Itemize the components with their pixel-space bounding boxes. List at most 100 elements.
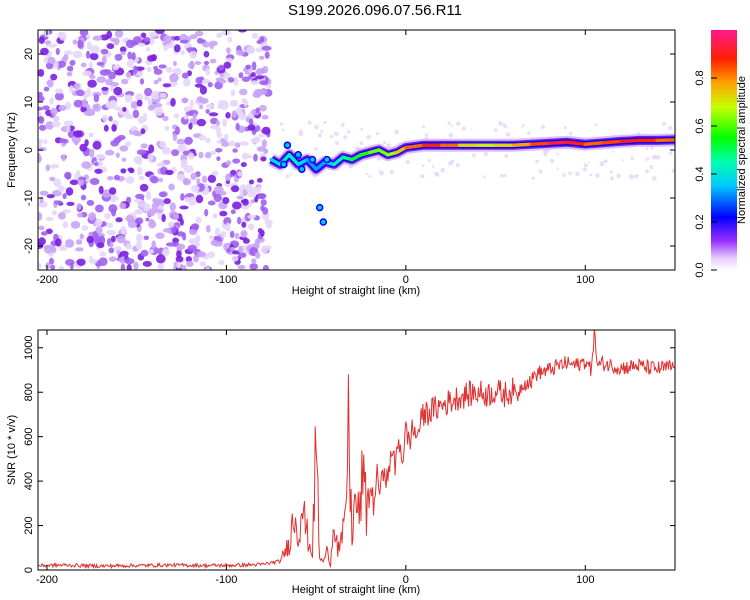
noise-blob [76, 203, 82, 211]
colorbar-tick-label: 0.0 [694, 262, 706, 277]
noise-blob [102, 189, 111, 198]
ridge-segment [565, 140, 588, 146]
noise-blob [157, 77, 162, 82]
faint-dot [405, 159, 410, 165]
noise-blob [234, 142, 241, 149]
faint-dot [470, 128, 473, 131]
noise-blob [132, 130, 141, 136]
noise-blob [125, 242, 132, 250]
faint-dot [595, 173, 600, 178]
noise-blob [125, 72, 132, 78]
faint-dot [394, 129, 399, 135]
noise-blob [172, 213, 179, 220]
spectrogram-x-axis-label: Height of straight line (km) [292, 285, 420, 297]
noise-blob [73, 83, 80, 90]
noise-blob [119, 202, 127, 209]
faint-dot [646, 156, 650, 160]
noise-blob [62, 139, 69, 144]
noise-blob [77, 40, 84, 49]
snr-series-line [38, 330, 675, 570]
noise-blob [196, 118, 207, 127]
noise-blob [107, 176, 114, 181]
noise-blob [172, 132, 178, 142]
noise-blob [148, 248, 154, 254]
noise-blob [57, 212, 66, 220]
faint-dot [503, 173, 507, 178]
noise-blob [256, 68, 264, 76]
noise-blob [140, 249, 149, 257]
noise-blob [217, 103, 224, 109]
noise-blob [238, 245, 243, 254]
noise-blob [191, 223, 200, 230]
noise-blob [65, 187, 74, 196]
noise-blob [45, 262, 51, 269]
noise-blob [113, 86, 123, 96]
noise-blob [44, 40, 52, 45]
noise-blob [158, 64, 167, 69]
ridge-segment [619, 138, 641, 144]
ridge-blob [283, 141, 292, 149]
faint-dot [564, 126, 567, 130]
noise-blob [66, 201, 75, 206]
noise-blob [140, 143, 148, 149]
faint-dot [523, 123, 526, 126]
noise-blob [215, 227, 220, 237]
faint-dot [667, 125, 673, 131]
noise-blob [224, 182, 232, 188]
noise-blob [68, 85, 74, 93]
noise-blob [251, 258, 257, 264]
noise-blob [162, 228, 172, 233]
noise-blob [114, 246, 122, 251]
noise-blob [198, 135, 207, 141]
noise-blob [225, 173, 231, 182]
noise-blob [238, 30, 247, 33]
ridge-segment [601, 139, 623, 145]
noise-blob [136, 99, 143, 107]
noise-blob [142, 260, 152, 267]
noise-blob [222, 197, 230, 204]
noise-blob [98, 257, 108, 266]
noise-blob [248, 179, 255, 185]
faint-dot [427, 158, 431, 162]
noise-blob [261, 126, 271, 135]
noise-blob [167, 221, 175, 228]
noise-blob [230, 185, 240, 193]
noise-blob [195, 171, 201, 178]
noise-blob [101, 221, 107, 227]
noise-blob [147, 153, 154, 162]
noise-blob [55, 47, 60, 56]
noise-blob [151, 240, 156, 250]
noise-blob [229, 140, 236, 147]
noise-blob [110, 100, 117, 108]
noise-blob [165, 66, 173, 73]
noise-blob [203, 50, 210, 58]
noise-blob [150, 90, 161, 100]
noise-blob [226, 47, 231, 54]
noise-blob [254, 240, 260, 249]
noise-blob [232, 250, 241, 255]
noise-blob [179, 205, 189, 210]
noise-blob [82, 70, 92, 77]
noise-blob [183, 115, 189, 120]
noise-blob [172, 237, 180, 244]
noise-blob [89, 177, 100, 186]
noise-blob [148, 144, 155, 154]
noise-blob [114, 30, 124, 38]
noise-blob [175, 126, 180, 135]
noise-blob [106, 43, 115, 50]
noise-blob [218, 100, 228, 105]
noise-blob [180, 193, 185, 201]
faint-dot [359, 141, 364, 146]
ridge-segment [314, 160, 327, 171]
faint-dot [422, 125, 426, 129]
noise-blob [136, 71, 144, 77]
noise-blob [209, 124, 219, 130]
noise-blob [116, 235, 126, 244]
faint-dot [645, 147, 649, 151]
noise-blob [205, 67, 211, 76]
faint-dot [668, 151, 673, 156]
noise-blob [120, 263, 126, 270]
faint-dot [334, 140, 339, 146]
faint-dot [662, 121, 667, 126]
noise-blob [158, 191, 167, 198]
